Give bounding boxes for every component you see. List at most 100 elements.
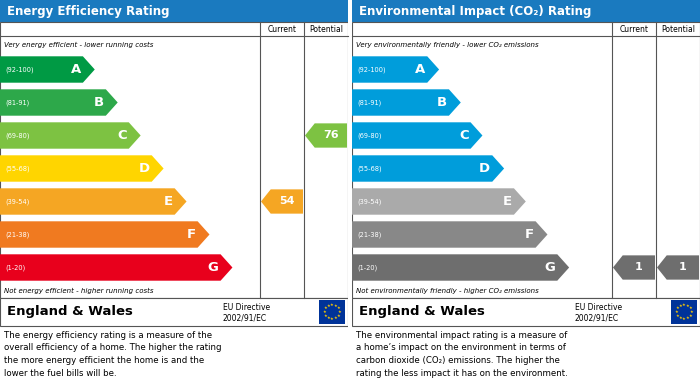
- Text: ★: ★: [682, 317, 686, 321]
- Text: EU Directive: EU Directive: [223, 303, 270, 312]
- Text: Current: Current: [267, 25, 297, 34]
- Bar: [671, 300, 697, 324]
- Text: 76: 76: [323, 131, 339, 140]
- Text: ★: ★: [337, 314, 340, 317]
- Text: ★: ★: [682, 303, 686, 307]
- Polygon shape: [0, 122, 141, 149]
- Text: Current: Current: [620, 25, 648, 34]
- Text: (21-38): (21-38): [5, 231, 29, 238]
- Text: ★: ★: [337, 307, 340, 310]
- Text: ★: ★: [334, 304, 337, 308]
- Text: C: C: [459, 129, 468, 142]
- Text: E: E: [503, 195, 512, 208]
- Polygon shape: [352, 89, 461, 116]
- Text: Energy Efficiency Rating: Energy Efficiency Rating: [7, 5, 169, 18]
- Text: 1: 1: [635, 262, 643, 273]
- Polygon shape: [352, 155, 504, 182]
- Text: ★: ★: [676, 314, 680, 317]
- Text: D: D: [479, 162, 490, 175]
- Text: D: D: [139, 162, 150, 175]
- Text: ★: ★: [678, 304, 682, 308]
- Text: B: B: [437, 96, 447, 109]
- Text: ★: ★: [324, 314, 328, 317]
- Bar: [319, 300, 345, 324]
- Text: ★: ★: [337, 310, 341, 314]
- Text: 2002/91/EC: 2002/91/EC: [223, 313, 267, 322]
- Text: (39-54): (39-54): [5, 198, 29, 205]
- Polygon shape: [0, 221, 209, 248]
- Text: ★: ★: [334, 316, 337, 320]
- Text: (81-91): (81-91): [5, 99, 29, 106]
- Text: ★: ★: [675, 310, 678, 314]
- Text: ★: ★: [686, 316, 690, 320]
- Polygon shape: [261, 189, 303, 213]
- Text: ★: ★: [323, 310, 327, 314]
- Text: B: B: [94, 96, 104, 109]
- Text: ★: ★: [676, 307, 680, 310]
- Text: ★: ★: [330, 317, 334, 321]
- Text: Not environmentally friendly - higher CO₂ emissions: Not environmentally friendly - higher CO…: [356, 288, 539, 294]
- Text: Very energy efficient - lower running costs: Very energy efficient - lower running co…: [4, 42, 153, 48]
- Polygon shape: [0, 56, 94, 83]
- Bar: [0, 0, 348, 22]
- Polygon shape: [352, 221, 547, 248]
- Text: A: A: [415, 63, 425, 76]
- Polygon shape: [0, 89, 118, 116]
- Text: (21-38): (21-38): [357, 231, 382, 238]
- Bar: [0, 22, 348, 298]
- Text: ★: ★: [330, 303, 334, 307]
- Text: ★: ★: [324, 307, 328, 310]
- Text: ★: ★: [688, 314, 692, 317]
- Polygon shape: [0, 254, 232, 281]
- Text: 1: 1: [679, 262, 687, 273]
- Polygon shape: [657, 255, 699, 280]
- Text: ★: ★: [326, 304, 330, 308]
- Text: G: G: [208, 261, 218, 274]
- Text: (92-100): (92-100): [357, 66, 386, 73]
- Text: A: A: [71, 63, 81, 76]
- Text: ★: ★: [686, 304, 690, 308]
- Text: Potential: Potential: [309, 25, 343, 34]
- Text: Very environmentally friendly - lower CO₂ emissions: Very environmentally friendly - lower CO…: [356, 42, 538, 48]
- Polygon shape: [352, 122, 482, 149]
- Text: (92-100): (92-100): [5, 66, 34, 73]
- Text: Not energy efficient - higher running costs: Not energy efficient - higher running co…: [4, 288, 153, 294]
- Bar: [352, 298, 700, 326]
- Text: ★: ★: [678, 316, 682, 320]
- Text: Potential: Potential: [661, 25, 695, 34]
- Text: G: G: [545, 261, 555, 274]
- Text: E: E: [164, 195, 173, 208]
- Text: F: F: [186, 228, 195, 241]
- Polygon shape: [352, 254, 569, 281]
- Text: (39-54): (39-54): [357, 198, 382, 205]
- Text: (69-80): (69-80): [357, 132, 382, 139]
- Text: ★: ★: [326, 316, 330, 320]
- Bar: [0, 298, 348, 326]
- Bar: [352, 22, 700, 298]
- Text: C: C: [117, 129, 127, 142]
- Polygon shape: [0, 188, 187, 215]
- Text: 54: 54: [279, 197, 295, 206]
- Text: (1-20): (1-20): [5, 264, 25, 271]
- Text: (55-68): (55-68): [357, 165, 382, 172]
- Text: The energy efficiency rating is a measure of the
overall efficiency of a home. T: The energy efficiency rating is a measur…: [4, 331, 221, 377]
- Text: ★: ★: [688, 307, 692, 310]
- Polygon shape: [305, 123, 347, 148]
- Polygon shape: [352, 188, 526, 215]
- Bar: [352, 0, 700, 22]
- Text: EU Directive: EU Directive: [575, 303, 622, 312]
- Polygon shape: [0, 155, 164, 182]
- Text: Environmental Impact (CO₂) Rating: Environmental Impact (CO₂) Rating: [359, 5, 592, 18]
- Text: The environmental impact rating is a measure of
a home’s impact on the environme: The environmental impact rating is a mea…: [356, 331, 568, 377]
- Bar: [348, 0, 352, 391]
- Text: (69-80): (69-80): [5, 132, 29, 139]
- Text: England & Wales: England & Wales: [359, 305, 485, 319]
- Polygon shape: [352, 56, 439, 83]
- Text: (81-91): (81-91): [357, 99, 382, 106]
- Text: England & Wales: England & Wales: [7, 305, 133, 319]
- Polygon shape: [613, 255, 655, 280]
- Text: (55-68): (55-68): [5, 165, 29, 172]
- Text: ★: ★: [690, 310, 693, 314]
- Text: F: F: [524, 228, 533, 241]
- Text: (1-20): (1-20): [357, 264, 377, 271]
